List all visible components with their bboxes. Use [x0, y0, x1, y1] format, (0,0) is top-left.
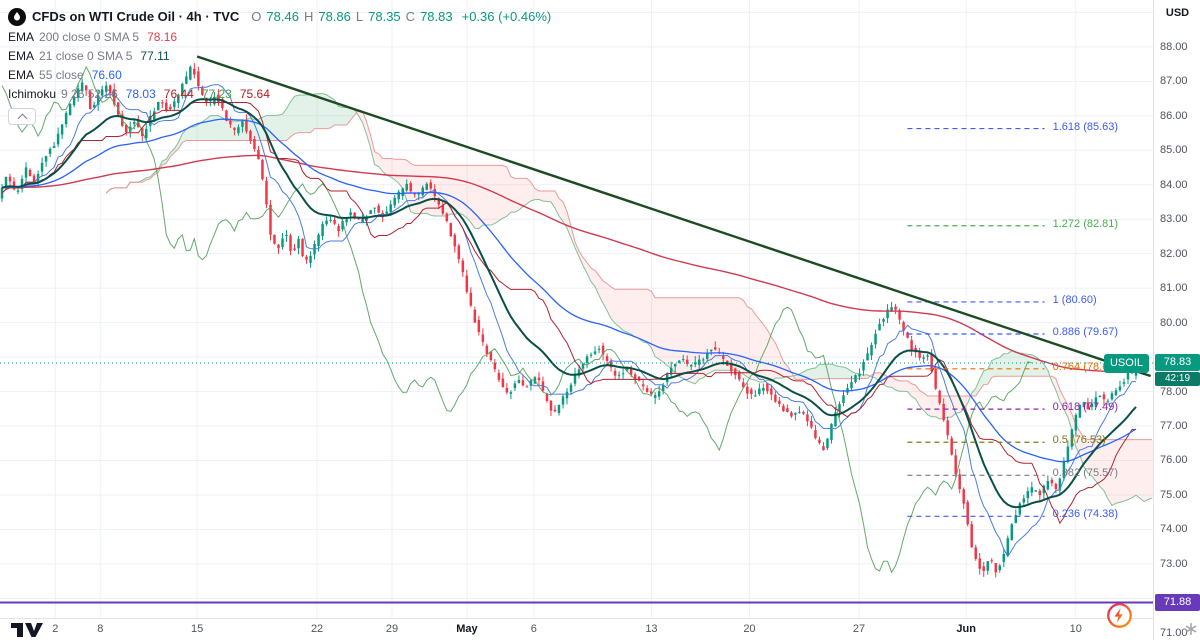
- snapshot-button[interactable]: [1106, 602, 1133, 629]
- ohlc-key: C: [405, 9, 416, 24]
- indicator-name: EMA: [8, 67, 35, 82]
- chart-legend: CFDs on WTI Crude Oil · 4h · TVC O 78.46 H…: [8, 6, 551, 125]
- indicator-params: 55 close: [39, 67, 84, 82]
- indicator-value: 78.03: [125, 86, 156, 101]
- indicator-value: 76.44: [163, 86, 194, 101]
- indicator-legend-row[interactable]: EMA 21 close 0 SMA 5 77.11: [8, 46, 551, 65]
- ohlc-value: 78.86: [318, 9, 351, 24]
- bar-countdown-badge: 42:19: [1155, 371, 1200, 386]
- last-price-badge: 78.83: [1155, 353, 1200, 371]
- chart-plot-area[interactable]: 1.618 (85.63) 1.272 (82.81) 1 (80.60) 0.886…: [0, 0, 1153, 618]
- fib-level-label: 1.272 (82.81): [1052, 217, 1119, 230]
- indicator-params: 21 close 0 SMA 5: [39, 48, 133, 63]
- indicator-params: 9 26 52 26: [61, 86, 118, 101]
- indicator-legend-row[interactable]: Ichimoku 9 26 52 26 78.03 76.44 77.23 75.64: [8, 84, 551, 103]
- ohlc-values: O 78.46 H 78.86 L 78.35 C 78.83: [251, 9, 452, 24]
- fib-level-label: 1.618 (85.63): [1052, 120, 1119, 133]
- ohlc-key: O: [251, 9, 262, 24]
- symbol-title[interactable]: CFDs on WTI Crude Oil · 4h · TVC: [32, 9, 240, 24]
- price-axis-label: 71.00: [1160, 626, 1188, 639]
- trendline-drawing[interactable]: [196, 55, 1152, 378]
- time-axis-label: 10: [1069, 623, 1082, 635]
- price-axis-label: 75.00: [1160, 488, 1188, 501]
- price-axis-label: 86.00: [1160, 109, 1188, 122]
- price-change: +0.36 (+0.46%): [461, 9, 552, 24]
- indicator-legend: EMA 200 close 0 SMA 5 78.16 EMA 21 close 0 S…: [8, 27, 551, 103]
- price-axis-label: 80.00: [1160, 316, 1188, 329]
- fib-level-label: 0.618 (77.49): [1052, 401, 1119, 414]
- indicator-value: 78.16: [147, 29, 178, 44]
- legend-collapse-button[interactable]: [8, 108, 36, 125]
- price-axis-label: 84.00: [1160, 178, 1188, 191]
- time-axis-label: 8: [97, 623, 104, 635]
- time-axis[interactable]: 2 8 15 22 29 May 6 13 20 27 Jun 10: [0, 618, 1153, 640]
- ohlc-value: 78.83: [420, 9, 453, 24]
- time-axis-label: Jun: [956, 623, 976, 635]
- candlestick-chart-canvas[interactable]: [0, 0, 1153, 618]
- indicator-legend-row[interactable]: EMA 55 close 76.60: [8, 65, 551, 84]
- price-axis-label: 73.00: [1160, 557, 1188, 570]
- fib-level-label: 0.236 (74.38): [1052, 508, 1119, 521]
- time-axis-label: 20: [743, 623, 756, 635]
- price-axis-label: 87.00: [1160, 75, 1188, 88]
- time-axis-label: 6: [530, 623, 537, 635]
- time-axis-label: 27: [852, 623, 866, 635]
- price-axis-label: 88.00: [1160, 40, 1188, 53]
- price-axis[interactable]: USD 71.00 73.00 74.00 75.00 76.00 77.00 78.00 8…: [1153, 0, 1200, 640]
- candles-series: [0, 63, 1138, 578]
- tradingview-logo[interactable]: [10, 620, 46, 640]
- price-axis-label: 74.00: [1160, 523, 1188, 536]
- time-axis-label: 13: [645, 623, 658, 635]
- ohlc-key: H: [303, 9, 314, 24]
- symbol-price-label: USOIL: [1103, 353, 1149, 373]
- time-axis-label: 15: [191, 623, 204, 635]
- fib-level-label: 0.382 (75.57): [1052, 467, 1119, 480]
- price-axis-label: 76.00: [1160, 454, 1188, 467]
- indicator-legend-row[interactable]: EMA 200 close 0 SMA 5 78.16: [8, 27, 551, 46]
- indicator-params: 200 close 0 SMA 5: [39, 29, 140, 44]
- indicator-value: 75.64: [239, 86, 270, 101]
- indicator-value: 77.11: [140, 48, 170, 63]
- symbol-logo-icon: [8, 7, 26, 26]
- indicator-name: EMA: [8, 29, 35, 44]
- fib-level-label: 0.886 (79.67): [1052, 325, 1119, 338]
- ema-lines: [1, 98, 1137, 509]
- price-axis-label: 81.00: [1160, 282, 1188, 295]
- fib-level-label: 0.5 (76.53): [1052, 434, 1106, 447]
- horizontal-line-price-badge: 71.88: [1155, 594, 1200, 612]
- fib-level-label: 1 (80.60): [1052, 293, 1097, 306]
- time-axis-label: 22: [310, 623, 324, 635]
- currency-label[interactable]: USD: [1165, 7, 1190, 19]
- ohlc-value: 78.46: [266, 9, 299, 24]
- chevron-up-icon: [17, 113, 27, 123]
- fib-level-label: 0.764 (78.66): [1052, 360, 1119, 373]
- price-axis-label: 78.00: [1160, 385, 1188, 398]
- indicator-name: EMA: [8, 48, 35, 63]
- symbol-legend-row[interactable]: CFDs on WTI Crude Oil · 4h · TVC O 78.46 H…: [8, 6, 551, 27]
- price-scale-settings-icon[interactable]: [1184, 622, 1198, 636]
- ohlc-key: L: [355, 9, 364, 24]
- price-axis-label: 83.00: [1160, 213, 1188, 226]
- time-axis-label: 2: [52, 623, 59, 635]
- ohlc-value: 78.35: [368, 9, 401, 24]
- price-axis-label: 77.00: [1160, 420, 1188, 433]
- time-axis-label: 29: [385, 623, 399, 635]
- price-axis-label: 82.00: [1160, 247, 1188, 260]
- time-axis-label: May: [456, 623, 478, 635]
- indicator-value: 76.60: [91, 67, 122, 82]
- price-axis-label: 85.00: [1160, 144, 1188, 157]
- indicator-value: 77.23: [201, 86, 232, 101]
- indicator-name: Ichimoku: [8, 86, 57, 101]
